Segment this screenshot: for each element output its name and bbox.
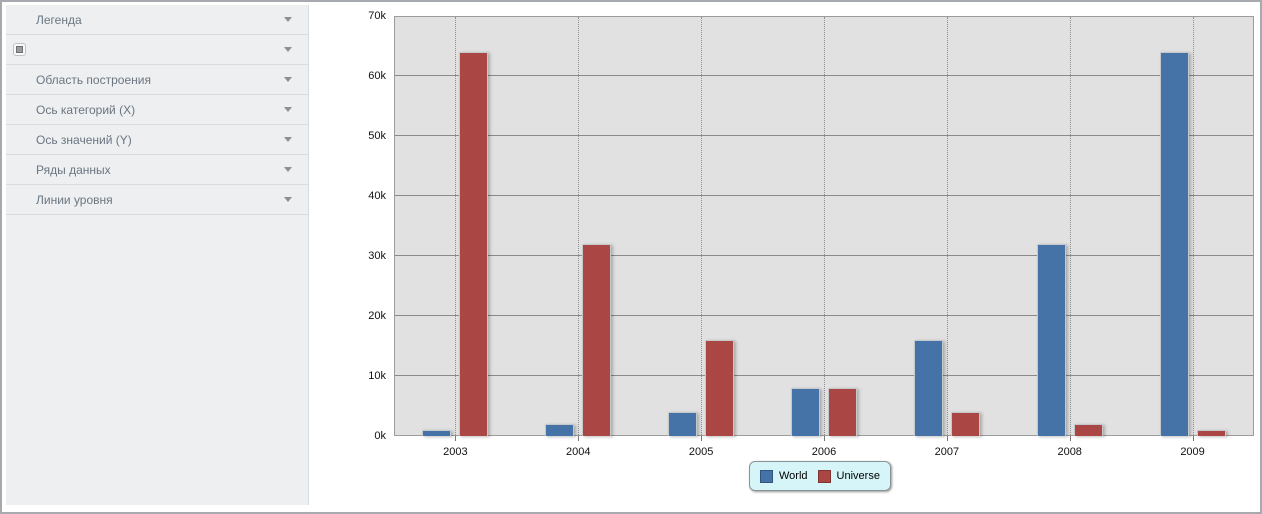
bar-world-2005[interactable] [668,412,698,436]
sidebar-item-label: Ось категорий (X) [36,102,136,117]
chevron-down-icon[interactable] [284,47,292,52]
sidebar-item-data-series[interactable]: Ряды данных [6,155,308,185]
legend-item-world[interactable]: World [760,469,808,483]
x-tick-mark [946,436,948,441]
gridline-vertical-dotted [701,17,703,435]
sidebar-item-y-axis[interactable]: Ось значений (Y) [6,125,308,155]
x-tick-label: 2005 [688,446,714,458]
x-tick-mark [578,436,580,441]
x-tick-mark [1069,436,1071,441]
legend-label: World [779,470,808,482]
sidebar-item-label: Легенда [36,12,82,27]
x-tick-label: 2008 [1057,446,1082,458]
x-tick-label: 2007 [934,446,960,458]
sidebar-item-label: Область построения [36,72,151,87]
legend-swatch-icon [817,469,831,483]
x-tick-label: 2003 [443,446,468,458]
plot-area[interactable] [394,16,1254,436]
chevron-down-icon[interactable] [284,137,292,142]
x-tick-mark [1192,436,1194,441]
x-tick-mark [824,436,825,441]
legend-label: Universe [836,470,880,482]
color-swatch-icon[interactable] [13,43,26,56]
sidebar-item-untitled[interactable] [6,35,308,65]
sidebar-item-plot-area[interactable]: Область построения [6,65,308,95]
y-tick-label: 0k [374,430,386,442]
sidebar-item-x-axis[interactable]: Ось категорий (X) [6,95,308,125]
gridline-vertical-dotted [578,17,580,435]
bar-universe-2003[interactable] [459,52,489,436]
sidebar-item-label: Ряды данных [36,162,111,177]
swatch-inner-square [16,46,23,53]
chevron-down-icon[interactable] [284,17,292,22]
x-tick-mark [455,436,457,441]
y-tick-label: 10k [368,370,386,382]
legend-item-universe[interactable]: Universe [817,469,880,483]
x-tick-label: 2006 [811,446,837,458]
gridline-vertical-dotted [946,17,948,435]
bar-world-2007[interactable] [913,340,943,436]
settings-sidebar: Легенда Область построения Ось категорий… [6,5,309,505]
bar-world-2009[interactable] [1159,52,1189,436]
gridline-vertical-dotted [1069,17,1071,435]
gridline-vertical-dotted [1192,17,1194,435]
legend-swatch-icon [760,469,773,483]
bar-world-2008[interactable] [1036,244,1066,436]
chart-legend[interactable]: World Universe [749,461,891,491]
sidebar-item-label: Ось значений (Y) [36,132,132,147]
bar-universe-2005[interactable] [705,340,735,436]
bar-universe-2008[interactable] [1073,424,1103,436]
sidebar-item-label: Линии уровня [36,192,113,207]
chevron-down-icon[interactable] [284,197,292,202]
y-tick-label: 70k [368,10,386,22]
chevron-down-icon[interactable] [284,107,292,112]
x-tick-label: 2009 [1180,446,1205,458]
chevron-down-icon[interactable] [284,77,292,82]
bar-world-2006[interactable] [791,388,820,436]
y-tick-label: 30k [368,250,386,262]
bar-world-2003[interactable] [422,430,452,436]
x-tick-label: 2004 [566,446,591,458]
bar-world-2004[interactable] [545,424,575,436]
sidebar-item-level-lines[interactable]: Линии уровня [6,185,308,215]
bar-universe-2004[interactable] [582,244,612,436]
bar-universe-2009[interactable] [1196,430,1226,436]
gridline-vertical-dotted [824,17,825,435]
bar-universe-2007[interactable] [950,412,980,436]
chevron-down-icon[interactable] [284,167,292,172]
sidebar-item-legend[interactable]: Легенда [6,5,308,35]
y-tick-label: 50k [368,130,386,142]
bar-universe-2006[interactable] [828,388,857,436]
x-tick-mark [701,436,703,441]
y-tick-label: 20k [368,310,386,322]
gridline-vertical-dotted [455,17,457,435]
y-tick-label: 40k [368,190,386,202]
y-tick-label: 60k [368,70,386,82]
